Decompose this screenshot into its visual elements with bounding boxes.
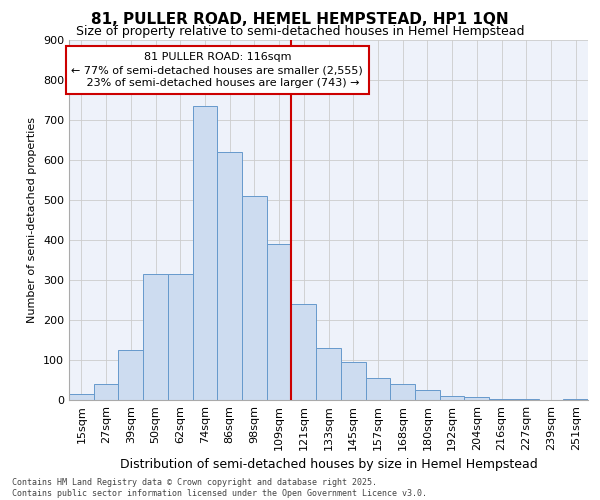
Bar: [292, 304, 316, 400]
Bar: [464, 397, 489, 400]
Bar: [563, 399, 588, 400]
Bar: [143, 274, 168, 400]
Bar: [69, 394, 94, 400]
Bar: [267, 244, 292, 400]
Bar: [168, 274, 193, 400]
Bar: [514, 399, 539, 400]
Bar: [193, 106, 217, 400]
Bar: [242, 196, 267, 400]
Bar: [118, 350, 143, 400]
Text: Contains HM Land Registry data © Crown copyright and database right 2025.
Contai: Contains HM Land Registry data © Crown c…: [12, 478, 427, 498]
Text: Size of property relative to semi-detached houses in Hemel Hempstead: Size of property relative to semi-detach…: [76, 25, 524, 38]
Y-axis label: Number of semi-detached properties: Number of semi-detached properties: [28, 117, 37, 323]
Bar: [390, 384, 415, 400]
X-axis label: Distribution of semi-detached houses by size in Hemel Hempstead: Distribution of semi-detached houses by …: [119, 458, 538, 471]
Bar: [316, 348, 341, 400]
Bar: [440, 396, 464, 400]
Bar: [94, 384, 118, 400]
Bar: [489, 399, 514, 400]
Bar: [415, 390, 440, 400]
Bar: [217, 152, 242, 400]
Text: 81, PULLER ROAD, HEMEL HEMPSTEAD, HP1 1QN: 81, PULLER ROAD, HEMEL HEMPSTEAD, HP1 1Q…: [91, 12, 509, 28]
Bar: [341, 362, 365, 400]
Bar: [365, 378, 390, 400]
Text: 81 PULLER ROAD: 116sqm
← 77% of semi-detached houses are smaller (2,555)
   23% : 81 PULLER ROAD: 116sqm ← 77% of semi-det…: [71, 52, 363, 88]
